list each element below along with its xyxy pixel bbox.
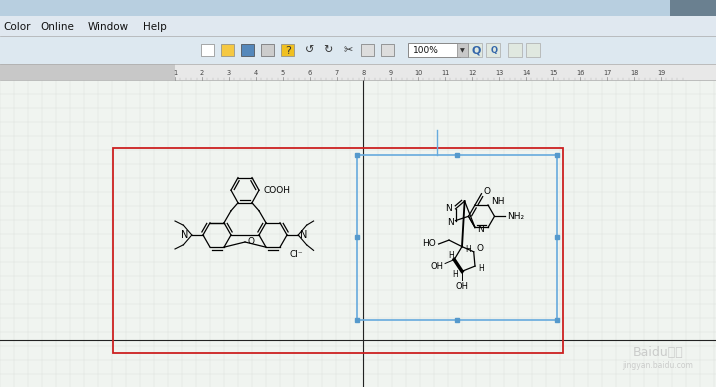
Text: 1: 1 bbox=[173, 70, 177, 76]
Text: 13: 13 bbox=[495, 70, 503, 76]
Bar bbox=[241, 44, 254, 56]
Bar bbox=[361, 44, 374, 56]
Bar bbox=[0, 64, 716, 80]
Text: 11: 11 bbox=[441, 70, 449, 76]
Text: ↺: ↺ bbox=[305, 46, 315, 55]
Text: 10: 10 bbox=[414, 70, 422, 76]
Text: OH: OH bbox=[455, 283, 468, 291]
Bar bbox=[468, 43, 482, 57]
Text: 3: 3 bbox=[227, 70, 231, 76]
Bar bbox=[0, 36, 716, 64]
Bar bbox=[357, 155, 557, 320]
Text: 8: 8 bbox=[362, 70, 366, 76]
Text: NH₂: NH₂ bbox=[507, 212, 524, 221]
Text: 18: 18 bbox=[630, 70, 638, 76]
Bar bbox=[0, 64, 175, 80]
Bar bbox=[526, 43, 540, 57]
Bar bbox=[381, 44, 394, 56]
Text: H: H bbox=[478, 264, 484, 272]
Text: N: N bbox=[447, 218, 453, 227]
Text: ?: ? bbox=[285, 46, 291, 55]
Text: Baidu经验: Baidu经验 bbox=[633, 346, 683, 358]
Text: jingyan.baidu.com: jingyan.baidu.com bbox=[623, 361, 693, 370]
Text: 6: 6 bbox=[308, 70, 312, 76]
Text: 15: 15 bbox=[548, 70, 557, 76]
Text: 2: 2 bbox=[200, 70, 204, 76]
Bar bbox=[261, 44, 274, 56]
Text: OH: OH bbox=[430, 262, 443, 271]
Text: O: O bbox=[247, 238, 254, 247]
Bar bbox=[113, 148, 563, 353]
Text: ↻: ↻ bbox=[324, 46, 333, 55]
Text: H: H bbox=[465, 245, 470, 254]
Text: Help: Help bbox=[143, 22, 167, 31]
Text: COOH: COOH bbox=[263, 186, 290, 195]
Text: N: N bbox=[478, 225, 484, 234]
Bar bbox=[457, 43, 468, 57]
Bar bbox=[670, 0, 716, 16]
Text: Online: Online bbox=[40, 22, 74, 31]
Text: Q: Q bbox=[471, 46, 480, 55]
Bar bbox=[201, 44, 214, 56]
Text: 17: 17 bbox=[603, 70, 611, 76]
Text: 7: 7 bbox=[335, 70, 339, 76]
Text: 12: 12 bbox=[468, 70, 476, 76]
Text: O: O bbox=[477, 244, 484, 253]
Text: H: H bbox=[448, 251, 454, 260]
Bar bbox=[486, 43, 500, 57]
Text: 14: 14 bbox=[522, 70, 530, 76]
Text: HO: HO bbox=[422, 240, 435, 248]
Bar bbox=[0, 16, 716, 36]
Text: ▼: ▼ bbox=[460, 48, 465, 53]
Text: 9: 9 bbox=[389, 70, 393, 76]
Text: O: O bbox=[483, 187, 490, 196]
Bar bbox=[508, 43, 522, 57]
Text: 4: 4 bbox=[254, 70, 258, 76]
Bar bbox=[0, 80, 716, 387]
Text: 5: 5 bbox=[281, 70, 285, 76]
Text: Window: Window bbox=[88, 22, 129, 31]
Text: N: N bbox=[181, 230, 189, 240]
Bar bbox=[0, 0, 716, 16]
Text: NH: NH bbox=[491, 197, 505, 207]
Text: ✂: ✂ bbox=[343, 46, 353, 55]
Bar bbox=[281, 44, 294, 56]
Text: N: N bbox=[445, 204, 452, 213]
Text: 16: 16 bbox=[576, 70, 584, 76]
Text: H: H bbox=[453, 270, 458, 279]
Bar bbox=[408, 43, 460, 57]
Bar bbox=[221, 44, 234, 56]
Text: N: N bbox=[300, 230, 308, 240]
Text: Cl⁻: Cl⁻ bbox=[289, 250, 303, 259]
Text: 19: 19 bbox=[657, 70, 665, 76]
Text: 100%: 100% bbox=[413, 46, 439, 55]
Text: Color: Color bbox=[3, 22, 31, 31]
Text: Q: Q bbox=[490, 46, 498, 55]
